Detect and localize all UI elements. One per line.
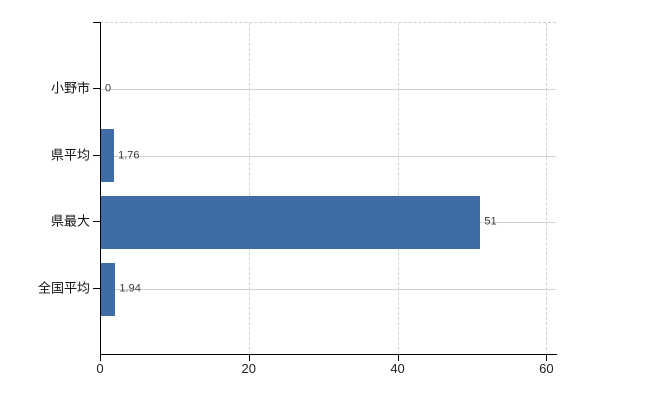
x-tick (248, 355, 250, 361)
y-tick (93, 88, 100, 89)
y-tick (93, 221, 100, 223)
bar (101, 195, 481, 249)
y-tick (93, 154, 100, 156)
value-label: 1.76 (118, 149, 140, 162)
plot-area: 0 1.76 51 1.94 (100, 22, 556, 355)
x-tick-label: 20 (241, 361, 256, 376)
y-tick (93, 288, 100, 289)
x-tick (546, 355, 548, 361)
x-tick-label: 40 (390, 361, 405, 376)
category-label: 全国平均 (37, 280, 90, 296)
y-axis-line (100, 22, 101, 355)
x-tick-label: 60 (539, 361, 554, 376)
x-tick (100, 355, 101, 361)
bar (101, 262, 116, 316)
value-label: 51 (484, 215, 497, 228)
x-gridline (397, 23, 399, 355)
category-label: 県平均 (50, 147, 90, 163)
category-label: 県最大 (50, 213, 90, 229)
x-gridline (248, 23, 250, 355)
category-label: 小野市 (50, 80, 90, 96)
category-gridline (100, 89, 556, 90)
value-label: 1.94 (119, 282, 141, 295)
x-axis-line (100, 354, 557, 355)
category-gridline (100, 155, 556, 157)
x-gridline (546, 23, 548, 355)
y-axis-top-tick (93, 22, 100, 23)
x-tick (397, 355, 399, 361)
category-gridline (100, 289, 556, 290)
value-label: 0 (105, 82, 112, 95)
bar (101, 129, 115, 183)
x-tick-label: 0 (96, 361, 104, 376)
